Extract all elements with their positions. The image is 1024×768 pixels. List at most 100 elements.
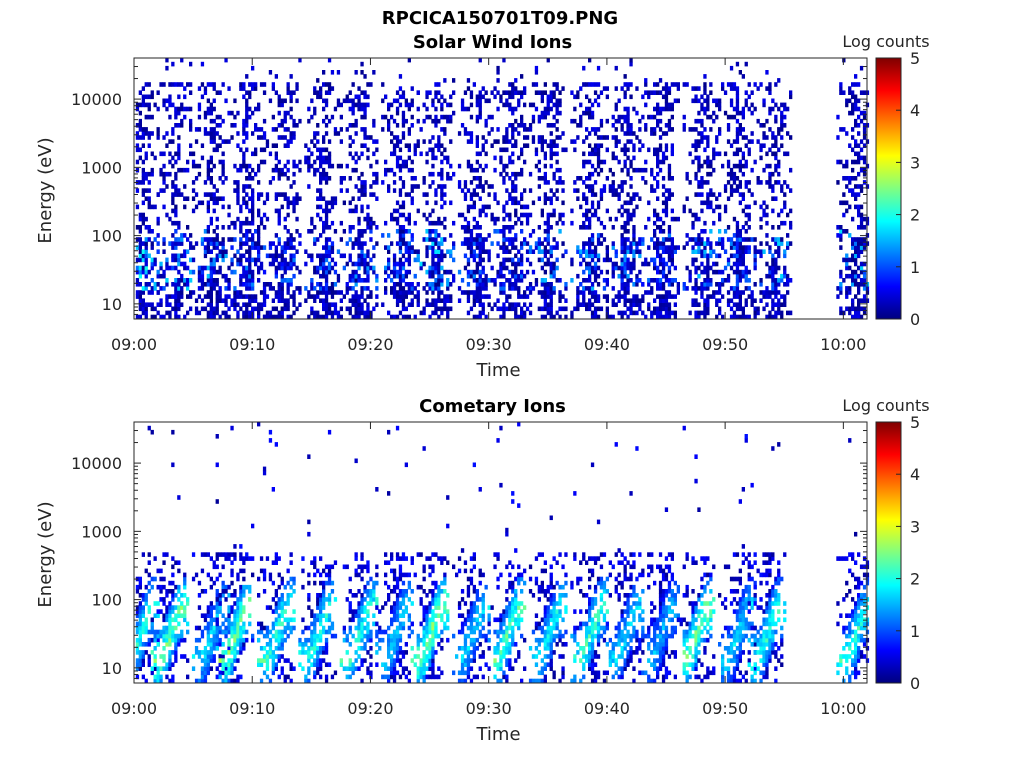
heatmap-cell [629, 249, 633, 254]
heatmap-cell [768, 184, 772, 189]
heatmap-cell [254, 147, 258, 153]
heatmap-cell [854, 184, 858, 189]
heatmap-cell [632, 106, 636, 112]
heatmap-cell [449, 233, 453, 238]
heatmap-cell [735, 265, 740, 271]
heatmap-cell [277, 216, 281, 222]
heatmap-cell [248, 220, 252, 226]
heatmap-cell [517, 286, 521, 291]
heatmap-cell [366, 302, 370, 307]
heatmap-cell [854, 306, 858, 312]
heatmap-cell [180, 118, 184, 124]
heatmap-cell [351, 167, 355, 173]
heatmap-cell [460, 102, 465, 108]
heatmap-cell [656, 180, 660, 185]
heatmap-cell [629, 61, 633, 67]
heatmap-cell [277, 241, 281, 246]
heatmap-cell [789, 94, 793, 100]
heatmap-cell [251, 237, 255, 242]
heatmap-cell [664, 82, 669, 87]
heatmap-cell [348, 273, 352, 279]
heatmap-cell [289, 135, 293, 140]
heatmap-cell [138, 212, 142, 218]
heatmap-cell [197, 114, 202, 120]
heatmap-cell [313, 143, 317, 148]
heatmap-cell [697, 155, 701, 161]
heatmap-cell [401, 294, 406, 299]
heatmap-cell [174, 253, 178, 259]
heatmap-cell [206, 302, 210, 307]
heatmap-cell [138, 241, 142, 246]
heatmap-cell [484, 163, 488, 169]
heatmap-cell [469, 180, 474, 185]
heatmap-cell [667, 278, 672, 283]
heatmap-cell [168, 151, 172, 157]
heatmap-cell [735, 241, 740, 246]
heatmap-cell [771, 290, 775, 295]
heatmap-cell [661, 273, 666, 279]
heatmap-cell [387, 273, 391, 279]
heatmap-cell [316, 147, 320, 153]
heatmap-cell [623, 286, 627, 291]
heatmap-cell [839, 306, 843, 312]
heatmap-cell [667, 163, 672, 169]
heatmap-cell [239, 245, 243, 250]
heatmap-cell [239, 220, 243, 226]
heatmap-cell [144, 82, 148, 87]
heatmap-cell [180, 123, 184, 128]
heatmap-cell [478, 310, 482, 316]
heatmap-cell [324, 302, 329, 307]
heatmap-cell [857, 249, 861, 254]
heatmap-cell [851, 167, 855, 173]
heatmap-cell [431, 151, 435, 157]
heatmap-cell [248, 196, 252, 201]
heatmap-cell [280, 306, 284, 312]
heatmap-cell [546, 282, 550, 287]
heatmap-cell [629, 310, 633, 316]
heatmap-cell [700, 253, 704, 259]
heatmap-cell [366, 278, 370, 283]
heatmap-cell [593, 167, 598, 173]
heatmap-cell [372, 192, 376, 197]
heatmap-cell [150, 637, 154, 643]
heatmap-cell [514, 302, 518, 307]
heatmap-cell [416, 249, 420, 254]
heatmap-cell [514, 310, 518, 316]
heatmap-cell [626, 245, 630, 250]
heatmap-cell [398, 237, 403, 242]
heatmap-cell [233, 220, 237, 226]
heatmap-cell [735, 286, 740, 291]
heatmap-cell [768, 249, 772, 254]
heatmap-cell [209, 282, 213, 287]
heatmap-cell [342, 176, 346, 181]
heatmap-cell [611, 188, 615, 193]
heatmap-cell [248, 229, 252, 234]
heatmap-cell [558, 110, 562, 116]
heatmap-cell [475, 114, 479, 120]
heatmap-cell [469, 192, 474, 197]
heatmap-cell [177, 306, 181, 312]
heatmap-cell [171, 241, 175, 246]
heatmap-cell [144, 94, 148, 100]
heatmap-cell [212, 265, 216, 271]
heatmap-cell [605, 147, 609, 153]
heatmap-cell [635, 282, 639, 287]
heatmap-cell [478, 294, 482, 299]
heatmap-cell [440, 176, 444, 181]
heatmap-cell [357, 314, 361, 320]
heatmap-cell [366, 294, 370, 299]
heatmap-cell [209, 110, 213, 116]
heatmap-cell [472, 294, 476, 299]
heatmap-cell [138, 576, 142, 582]
heatmap-cell [289, 200, 293, 206]
heatmap-cell [407, 167, 411, 173]
heatmap-cell [744, 135, 748, 140]
heatmap-cell [138, 180, 142, 185]
heatmap-cell [617, 298, 621, 303]
heatmap-cell [257, 257, 261, 263]
heatmap-cell [141, 176, 145, 181]
heatmap-cell [221, 171, 225, 177]
heatmap-cell [277, 212, 281, 218]
heatmap-cell [753, 310, 757, 316]
heatmap-cell [647, 216, 651, 222]
